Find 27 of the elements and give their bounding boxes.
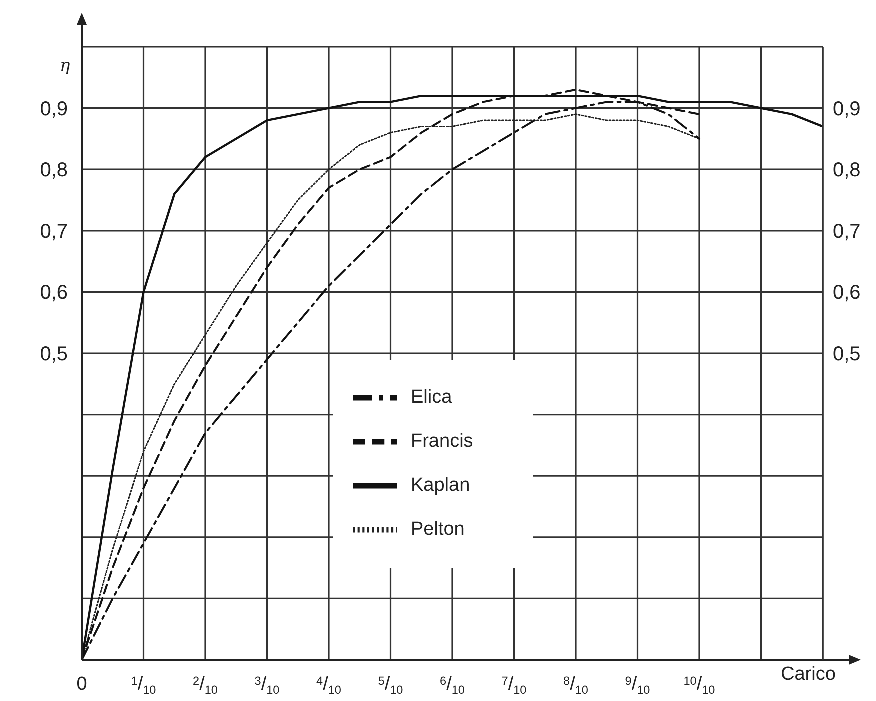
legend-label: Elica bbox=[411, 387, 452, 408]
y-axis-title: η bbox=[60, 56, 70, 76]
x-tick-label: $^{1}$/$_{10}$ bbox=[131, 674, 157, 698]
y2-tick-label: 0,8 bbox=[833, 160, 861, 182]
x-tick-label: $^{2}$/$_{10}$ bbox=[193, 674, 218, 698]
legend-label: Francis bbox=[411, 431, 474, 452]
x-tick-label: $^{9}$/$_{10}$ bbox=[625, 674, 651, 698]
y-tick-label: 0,5 bbox=[40, 344, 68, 366]
x-tick-label: $^{6}$/$_{10}$ bbox=[440, 674, 466, 698]
x-tick-label: $^{8}$/$_{10}$ bbox=[564, 674, 589, 698]
x-tick-label: $^{10}$/$_{10}$ bbox=[684, 674, 716, 698]
x-axis-title: Carico bbox=[781, 664, 836, 686]
y2-tick-label: 0,7 bbox=[833, 220, 861, 243]
y-tick-label: 0,9 bbox=[40, 98, 68, 120]
x-tick-label: 0 bbox=[76, 674, 88, 695]
legend-label: Pelton bbox=[411, 519, 465, 540]
x-tick-label: $^{5}$/$_{10}$ bbox=[378, 674, 404, 698]
y-tick-label: 0,6 bbox=[40, 282, 68, 304]
legend-label: Kaplan bbox=[411, 475, 470, 496]
y-tick-label: 0,8 bbox=[40, 160, 68, 182]
y2-tick-label: 0,5 bbox=[833, 344, 861, 366]
y-tick-label: 0,7 bbox=[40, 220, 68, 243]
x-tick-label: $^{4}$/$_{10}$ bbox=[316, 674, 342, 698]
x-tick-label: $^{7}$/$_{10}$ bbox=[502, 674, 528, 698]
y2-tick-label: 0,9 bbox=[833, 98, 861, 120]
y2-tick-label: 0,6 bbox=[833, 282, 861, 304]
x-tick-label: $^{3}$/$_{10}$ bbox=[254, 674, 280, 698]
